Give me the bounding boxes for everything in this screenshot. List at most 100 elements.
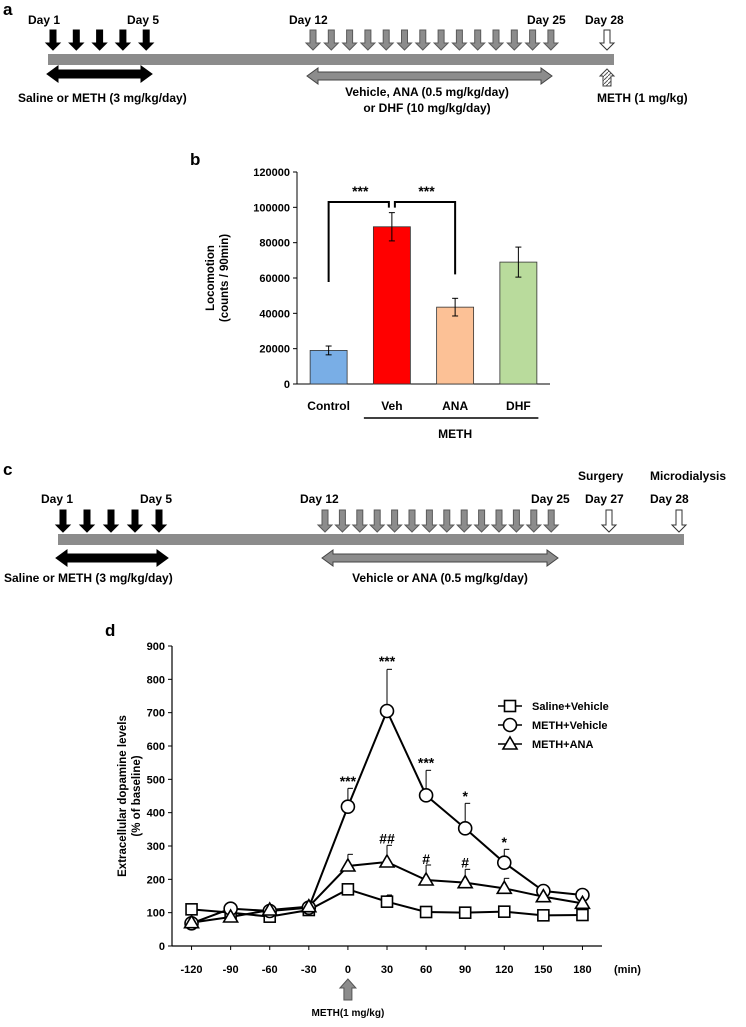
treatment-arrow — [414, 29, 432, 51]
meth-group-label: METH — [438, 427, 472, 441]
timeline-a-day-28: Day 28 — [585, 13, 624, 27]
data-point — [185, 903, 198, 916]
data-point — [537, 909, 550, 922]
treatment-arrow — [403, 509, 421, 533]
x-tick-label: 90 — [459, 964, 471, 976]
treatment-arrow — [304, 29, 322, 51]
timeline-c-surgery: Surgery — [578, 469, 624, 483]
x-tick-label: 30 — [381, 964, 393, 976]
x-tick-label: 180 — [573, 964, 591, 976]
x-tick-label: 60 — [420, 964, 432, 976]
meth-injection-arrow — [137, 29, 155, 51]
timeline-c-vehicle-label: Vehicle or ANA (0.5 mg/kg/day) — [352, 571, 528, 585]
legend-label: Saline+Vehicle — [532, 701, 609, 713]
meth-injection-arrow — [102, 509, 120, 533]
bar — [372, 226, 411, 385]
timeline-c-day-12: Day 12 — [300, 492, 339, 506]
x-tick-label: ANA — [442, 399, 468, 413]
y-tick-label: 100 — [147, 908, 165, 920]
y-tick-label: 200 — [147, 874, 165, 886]
timeline-c-ranges — [55, 549, 559, 567]
data-point — [261, 901, 279, 916]
y-tick-label: 500 — [147, 774, 165, 786]
y-tick-label: 0 — [284, 379, 290, 391]
bar — [436, 306, 475, 385]
x-tick-label: 0 — [345, 964, 351, 976]
significance-bracket — [393, 201, 457, 275]
significance-label: # — [422, 851, 430, 867]
significance-label: *** — [352, 183, 369, 199]
y-tick-label: 120000 — [253, 167, 290, 179]
data-point — [458, 906, 472, 919]
x-tick-label: Veh — [381, 399, 402, 413]
treatment-arrow — [473, 509, 490, 533]
treatment-arrow — [524, 29, 541, 51]
treatment-arrow — [508, 509, 525, 533]
data-point — [534, 888, 552, 903]
timeline-c-saline-meth-label: Saline or METH (3 mg/kg/day) — [4, 571, 173, 585]
data-point — [574, 894, 591, 910]
meth-injection-arrow — [78, 509, 96, 533]
panel-b: b Locomotion (counts / 90min) 0 20000 4000… — [190, 150, 550, 441]
data-point — [417, 871, 435, 886]
data-point — [576, 908, 589, 922]
treatment-arrow — [386, 509, 403, 533]
timeline-c-arrows — [54, 509, 688, 533]
data-point — [495, 879, 513, 895]
panel-a-label: a — [3, 0, 13, 19]
x-tick-label: -30 — [301, 964, 317, 976]
x-tick-label: DHF — [506, 399, 531, 413]
treatment-arrow — [334, 509, 351, 533]
treatment-arrow — [323, 29, 340, 51]
timeline-c-day-28: Day 28 — [650, 492, 689, 506]
data-point — [340, 799, 356, 814]
timeline-a-challenge-label: METH (1 mg/kg) — [597, 91, 688, 105]
surgery-arrow — [600, 509, 618, 533]
treatment-arrow — [316, 509, 334, 533]
timeline-a-day-5: Day 5 — [127, 13, 159, 27]
meth-injection-arrow — [126, 509, 144, 533]
data-point — [497, 905, 511, 918]
injection-label: METH(1 mg/kg) — [312, 1008, 385, 1019]
treatment-arrow — [396, 29, 413, 51]
treatment-range-arrow — [306, 67, 553, 85]
legend-marker — [503, 699, 517, 713]
y-tick-label: 100000 — [253, 202, 290, 214]
panel-a: a Day 1 Day 5 Day 12 Day 25 Day 28 Salin… — [3, 0, 688, 115]
treatment-arrow — [525, 509, 543, 533]
data-point — [419, 905, 433, 919]
data-point — [339, 857, 357, 872]
y-tick-label: 900 — [147, 641, 165, 653]
challenge-arrow — [598, 29, 616, 51]
timeline-a-day-25: Day 25 — [527, 13, 566, 27]
bar — [499, 261, 538, 385]
treatment-arrow — [368, 509, 386, 533]
chart-b-plot: 0 20000 40000 60000 80000 100000 120000 Control… — [253, 167, 550, 441]
data-point — [418, 788, 434, 803]
timeline-a-day-1: Day 1 — [28, 13, 60, 27]
data-point — [457, 821, 473, 836]
treatment-arrow — [542, 29, 560, 51]
data-point — [456, 874, 474, 889]
treatment-arrow — [359, 29, 377, 51]
treatment-arrow — [490, 509, 508, 533]
timeline-c-day-27: Day 27 — [585, 492, 624, 506]
treatment-arrow — [438, 509, 456, 533]
treatment-arrow — [506, 29, 523, 51]
significance-bracket — [327, 201, 390, 283]
y-tick-label: 700 — [147, 708, 165, 720]
timeline-a-vehicle-label: Vehicle, ANA (0.5 mg/kg/day) — [345, 85, 509, 99]
timeline-c-day-5: Day 5 — [140, 492, 172, 506]
data-point — [222, 908, 240, 923]
y-tick-label: 800 — [147, 674, 165, 686]
legend-marker — [501, 735, 519, 750]
legend-label: METH+ANA — [532, 739, 593, 751]
significance-label: * — [502, 834, 508, 850]
legend-marker — [502, 717, 518, 733]
data-point — [496, 855, 512, 870]
significance-label: ## — [379, 831, 395, 847]
treatment-arrow — [469, 29, 486, 51]
data-point — [379, 703, 395, 719]
